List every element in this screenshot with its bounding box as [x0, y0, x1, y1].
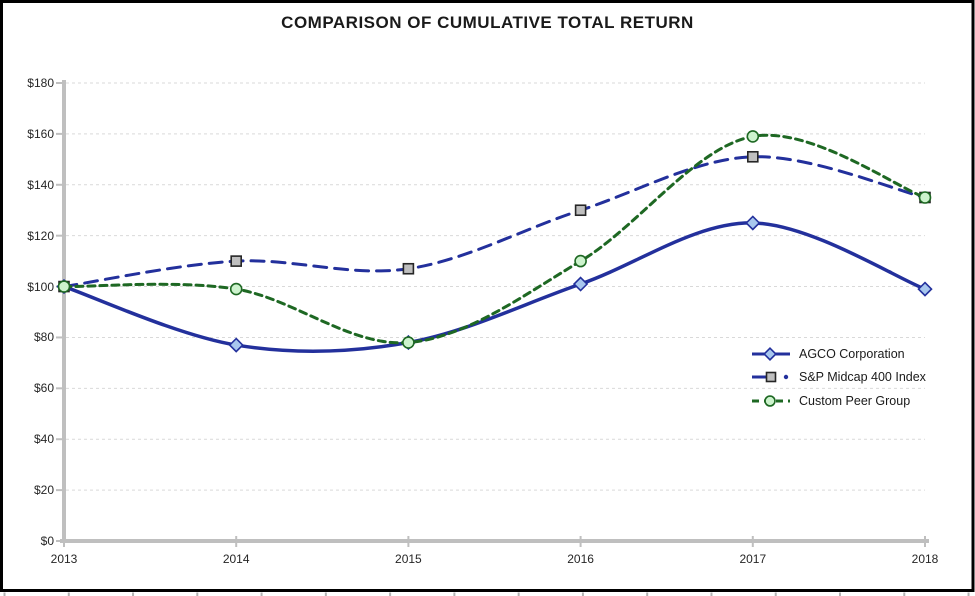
legend-label: S&P Midcap 400 Index [799, 370, 926, 385]
marker-custom-peer-group-2016 [574, 254, 587, 268]
marker-custom-peer-group-2018 [918, 191, 932, 204]
legend-label: AGCO Corporation [799, 346, 905, 361]
marker-agco-corporation-2016 [572, 276, 589, 292]
legend-square-marker [765, 371, 777, 383]
y-tick-label: $120 [27, 228, 54, 243]
x-tick-label: 2013 [50, 552, 78, 566]
legend-sample-circle-icon [752, 395, 790, 407]
legend-item: AGCO Corporation [752, 342, 926, 366]
x-tick-label: 2016 [567, 552, 594, 566]
legend-dash-dot [783, 375, 789, 380]
marker-s-p-midcap-400-index-2014 [230, 255, 242, 267]
chart-title: COMPARISON OF CUMULATIVE TOTAL RETURN [281, 13, 694, 32]
marker-agco-corporation-2018 [917, 281, 933, 297]
y-tick-label: $140 [27, 177, 54, 192]
y-tick-label: $60 [33, 381, 54, 396]
legend-diamond-marker [763, 346, 777, 361]
y-tick-label: $160 [27, 126, 54, 141]
chart-legend: AGCO Corporation S&P Midcap 400 Index Cust… [752, 342, 926, 413]
marker-agco-corporation-2017 [745, 215, 761, 231]
series-line-agco-corporation [62, 221, 927, 353]
marker-s-p-midcap-400-index-2017 [746, 150, 759, 163]
legend-item: Custom Peer Group [752, 389, 926, 413]
marker-custom-peer-group-2013 [57, 280, 71, 293]
legend-item: S&P Midcap 400 Index [752, 366, 926, 390]
marker-s-p-midcap-400-index-2015 [402, 262, 415, 275]
x-tick-label: 2017 [739, 552, 767, 566]
legend-sample-diamond-icon [752, 346, 790, 361]
y-tick-label: $100 [27, 279, 54, 294]
marker-custom-peer-group-2015 [402, 336, 415, 349]
y-tick-label: $40 [33, 432, 54, 447]
y-tick-label: $20 [33, 483, 54, 498]
y-tick-label: $0 [40, 534, 54, 548]
x-tick-label: 2018 [911, 552, 939, 566]
marker-s-p-midcap-400-index-2016 [574, 204, 587, 217]
series-line-s-p-midcap-400-index [62, 155, 927, 289]
x-tick-label: 2015 [395, 552, 422, 566]
y-tick-label: $180 [27, 76, 54, 90]
marker-custom-peer-group-2014 [229, 282, 243, 296]
legend-sample-square-icon [752, 371, 789, 383]
x-tick-label: 2014 [222, 552, 250, 566]
y-tick-label: $80 [33, 330, 54, 345]
series-line-custom-peer-group [62, 133, 927, 345]
legend-label: Custom Peer Group [799, 393, 911, 408]
marker-agco-corporation-2014 [228, 337, 244, 353]
marker-custom-peer-group-2017 [746, 130, 760, 143]
legend-circle-marker [764, 395, 776, 407]
